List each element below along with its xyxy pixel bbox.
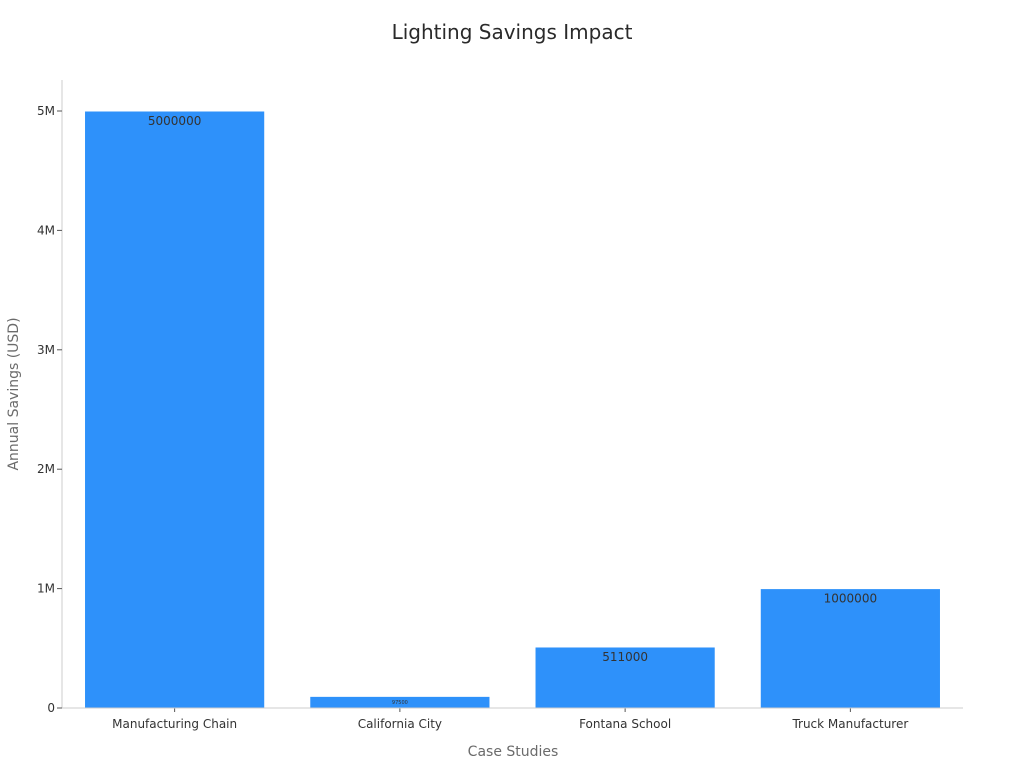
y-tick-label: 2M bbox=[37, 462, 55, 476]
x-tick-label: Fontana School bbox=[579, 717, 671, 731]
x-tick-label: Manufacturing Chain bbox=[112, 717, 237, 731]
x-tick-label: Truck Manufacturer bbox=[791, 717, 908, 731]
bar-labels-layer: 5000000 97500 511000 1000000 bbox=[148, 114, 877, 706]
y-tick-label: 0 bbox=[47, 701, 55, 715]
x-tick-label: California City bbox=[358, 717, 442, 731]
x-axis-title: Case Studies bbox=[468, 744, 559, 760]
bar-value-label: 1000000 bbox=[824, 592, 877, 606]
bar-value-label: 5000000 bbox=[148, 114, 201, 128]
chart-title: Lighting Savings Impact bbox=[391, 20, 633, 44]
y-tick-label: 5M bbox=[37, 104, 55, 118]
bar-value-label: 97500 bbox=[392, 700, 408, 706]
bar bbox=[759, 588, 941, 709]
y-tick-label: 1M bbox=[37, 582, 55, 596]
y-tick-label: 3M bbox=[37, 343, 55, 357]
bar-value-label: 511000 bbox=[602, 650, 648, 664]
y-tick-label: 4M bbox=[37, 223, 55, 237]
bars-layer bbox=[84, 110, 941, 709]
axes-layer: Manufacturing Chain California City Fontan… bbox=[37, 80, 963, 731]
bar bbox=[534, 646, 716, 709]
bar bbox=[84, 110, 266, 709]
y-axis-title: Annual Savings (USD) bbox=[6, 317, 22, 470]
